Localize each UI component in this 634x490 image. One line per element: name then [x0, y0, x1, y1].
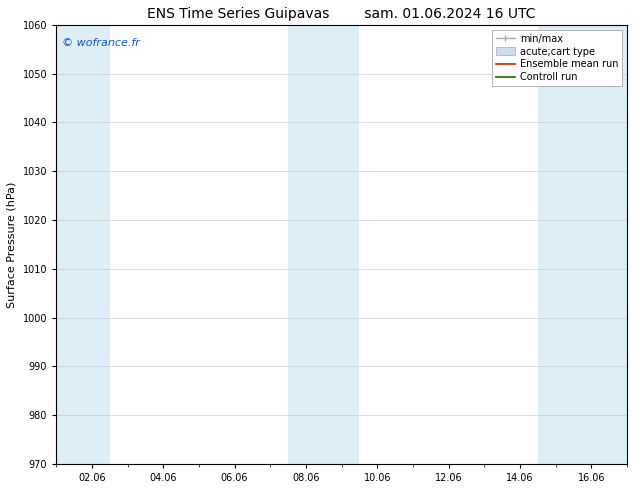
Bar	[288, 25, 359, 464]
Text: © wofrance.fr: © wofrance.fr	[62, 38, 139, 48]
Legend: min/max, acute;cart type, Ensemble mean run, Controll run: min/max, acute;cart type, Ensemble mean …	[491, 30, 622, 86]
Bar	[56, 25, 110, 464]
Y-axis label: Surface Pressure (hPa): Surface Pressure (hPa)	[7, 181, 17, 308]
Title: ENS Time Series Guipavas        sam. 01.06.2024 16 UTC: ENS Time Series Guipavas sam. 01.06.2024…	[147, 7, 536, 21]
Bar	[538, 25, 627, 464]
